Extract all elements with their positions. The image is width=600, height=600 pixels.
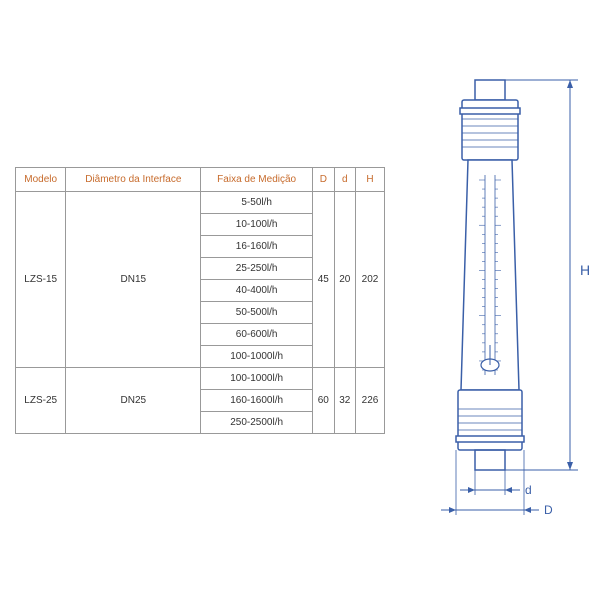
column-header: H: [356, 167, 385, 191]
column-header: d: [334, 167, 355, 191]
svg-text:D: D: [544, 503, 553, 517]
table-row: LZS-25DN25100-1000l/h6032226: [16, 367, 385, 389]
cell-faixa: 25-250l/h: [201, 257, 313, 279]
cell-faixa: 50-500l/h: [201, 301, 313, 323]
cell-faixa: 60-600l/h: [201, 323, 313, 345]
cell-D: 60: [313, 367, 334, 433]
cell-faixa: 100-1000l/h: [201, 367, 313, 389]
cell-faixa: 5-50l/h: [201, 191, 313, 213]
cell-diametro: DN25: [66, 367, 201, 433]
column-header: Modelo: [16, 167, 66, 191]
column-header: D: [313, 167, 334, 191]
column-header: Diâmetro da Interface: [66, 167, 201, 191]
cell-faixa: 160-1600l/h: [201, 389, 313, 411]
cell-faixa: 40-400l/h: [201, 279, 313, 301]
cell-H: 226: [356, 367, 385, 433]
cell-d: 20: [334, 191, 355, 367]
column-header: Faixa de Medição: [201, 167, 313, 191]
cell-H: 202: [356, 191, 385, 367]
spec-table: ModeloDiâmetro da InterfaceFaixa de Medi…: [15, 167, 385, 434]
cell-faixa: 100-1000l/h: [201, 345, 313, 367]
table-row: LZS-15DN155-50l/h4520202: [16, 191, 385, 213]
cell-modelo: LZS-25: [16, 367, 66, 433]
cell-modelo: LZS-15: [16, 191, 66, 367]
cell-D: 45: [313, 191, 334, 367]
svg-text:H: H: [580, 262, 590, 278]
dimension-diagram-wrap: HdD: [390, 0, 600, 600]
svg-text:d: d: [525, 483, 532, 497]
cell-faixa: 10-100l/h: [201, 213, 313, 235]
cell-faixa: 250-2500l/h: [201, 411, 313, 433]
dimension-diagram: HdD: [395, 60, 595, 540]
cell-diametro: DN15: [66, 191, 201, 367]
cell-faixa: 16-160l/h: [201, 235, 313, 257]
cell-d: 32: [334, 367, 355, 433]
spec-table-wrap: ModeloDiâmetro da InterfaceFaixa de Medi…: [0, 167, 390, 434]
